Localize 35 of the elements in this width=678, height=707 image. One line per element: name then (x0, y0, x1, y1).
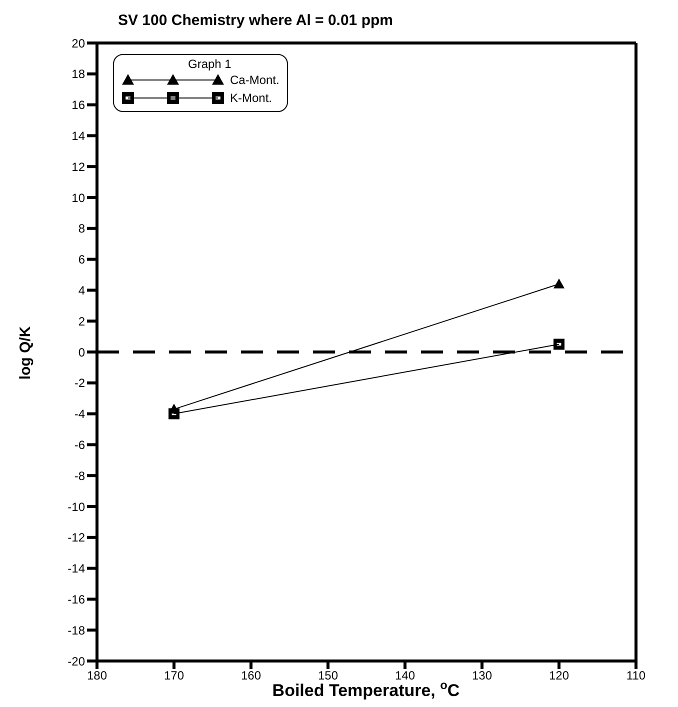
y-tick-label: 16 (72, 98, 86, 112)
y-tick-label: 10 (72, 190, 86, 205)
y-tick-label: 6 (78, 252, 86, 267)
x-tick-label: 110 (626, 668, 646, 683)
y-axis-title: log Q/K (17, 326, 34, 380)
y-tick-label: 12 (72, 160, 86, 174)
y-tick-label: -6 (74, 438, 86, 452)
legend-title: Graph 1 (187, 57, 232, 71)
y-tick-label: 4 (78, 283, 86, 298)
y-tick-label: -8 (74, 468, 86, 483)
legend-label: K-Mont. (230, 91, 272, 105)
x-tick-label: 170 (164, 668, 184, 683)
x-tick-label: 120 (548, 668, 570, 683)
y-tick-label: 20 (72, 36, 86, 50)
x-tick-label: 140 (394, 668, 416, 683)
y-tick-label: -2 (74, 376, 86, 390)
y-tick-label: -20 (68, 654, 86, 668)
x-tick-label: 150 (318, 668, 338, 683)
y-tick-label: 2 (78, 314, 86, 328)
x-tick-label: 180 (86, 668, 108, 683)
y-tick-label: 8 (78, 222, 86, 236)
y-tick-label: 14 (72, 128, 86, 143)
legend-label: Ca-Mont. (230, 73, 280, 87)
y-tick-label: 18 (72, 67, 86, 82)
x-tick-label: 160 (240, 668, 262, 683)
y-tick-label: -18 (68, 623, 86, 638)
point (554, 338, 564, 350)
y-tick-label: -10 (68, 500, 86, 514)
y-tick-label: -4 (74, 407, 86, 422)
y-tick-label: 0 (78, 345, 86, 360)
chart-title: SV 100 Chemistry where Al = 0.01 ppm (118, 12, 393, 29)
y-tick-label: -14 (68, 562, 86, 576)
y-tick-label: -12 (68, 530, 86, 545)
x-tick-label: 130 (472, 668, 492, 683)
y-tick-label: -16 (68, 592, 86, 606)
